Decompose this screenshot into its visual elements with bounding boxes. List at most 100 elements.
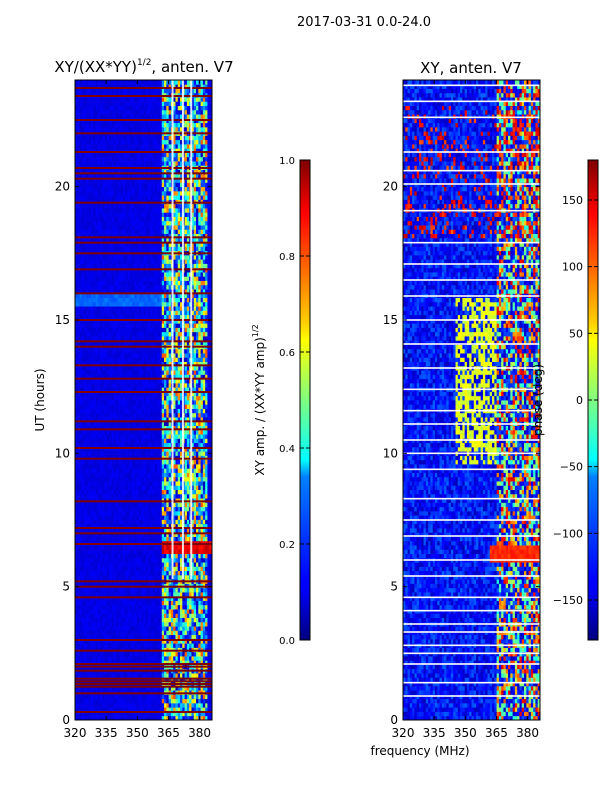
heatmap-cell xyxy=(100,391,103,397)
heatmap-cell xyxy=(75,630,78,636)
heatmap-cell xyxy=(93,553,96,559)
heatmap-cell xyxy=(175,459,179,465)
heatmap-cell xyxy=(168,600,172,606)
heatmap-cell xyxy=(173,557,176,563)
heatmap-cell xyxy=(207,596,211,601)
heatmap-cell xyxy=(116,634,119,640)
heatmap-cell xyxy=(127,404,131,409)
heatmap-cell xyxy=(180,656,183,661)
heatmap-cell xyxy=(75,378,78,384)
heatmap-cell xyxy=(161,417,165,422)
heatmap-cell xyxy=(125,553,128,559)
heatmap-cell xyxy=(180,425,183,431)
heatmap-cell xyxy=(175,604,179,610)
heatmap-cell xyxy=(81,656,85,661)
heatmap-cell xyxy=(168,596,172,601)
heatmap-cell xyxy=(143,502,147,508)
heatmap-cell xyxy=(113,451,117,456)
heatmap-cell xyxy=(207,468,211,473)
heatmap-cell xyxy=(120,604,124,610)
heatmap-cell xyxy=(191,528,195,533)
heatmap-cell xyxy=(109,707,112,712)
heatmap-cell xyxy=(152,536,156,542)
heatmap-cell xyxy=(93,596,96,601)
heatmap-cell xyxy=(166,566,170,572)
heatmap-cell xyxy=(186,536,190,542)
heatmap-cell xyxy=(84,596,87,601)
heatmap-cell xyxy=(136,425,140,431)
heatmap-cell xyxy=(175,446,179,452)
heatmap-cell xyxy=(109,476,112,482)
heatmap-cell xyxy=(202,702,206,708)
heatmap-cell xyxy=(152,464,156,469)
heatmap-cell xyxy=(116,493,119,499)
heatmap-cell xyxy=(209,694,213,700)
heatmap-cell xyxy=(173,621,176,627)
heatmap-cell xyxy=(138,621,142,627)
heatmap-cell xyxy=(125,493,128,499)
heatmap-cell xyxy=(120,502,124,508)
heatmap-cell xyxy=(109,685,112,691)
heatmap-cell xyxy=(152,387,156,392)
heatmap-cell xyxy=(200,562,204,567)
heatmap-cell xyxy=(148,600,151,606)
heatmap-cell xyxy=(86,502,90,508)
heatmap-cell xyxy=(75,395,78,401)
heatmap-cell xyxy=(100,476,103,482)
heatmap-cell xyxy=(95,365,99,371)
heatmap-cell xyxy=(129,421,133,426)
heatmap-cell xyxy=(132,673,135,678)
heatmap-cell xyxy=(79,651,83,657)
heatmap-cell xyxy=(168,557,172,563)
heatmap-cell xyxy=(125,634,128,640)
heatmap-cell xyxy=(193,592,197,597)
heatmap-cell xyxy=(122,651,126,657)
heatmap-cell xyxy=(141,489,144,495)
heatmap-cell xyxy=(207,715,211,721)
heatmap-cell xyxy=(134,472,138,478)
heatmap-cell xyxy=(111,412,115,418)
heatmap-cell xyxy=(132,412,135,418)
heatmap-cell xyxy=(173,370,176,375)
heatmap-cell xyxy=(205,638,208,644)
heatmap-cell xyxy=(202,510,206,516)
heatmap-cell xyxy=(116,417,119,422)
heatmap-cell xyxy=(150,446,154,452)
heatmap-cell xyxy=(150,404,154,409)
heatmap-cell xyxy=(97,378,101,384)
heatmap-cell xyxy=(157,621,160,627)
heatmap-cell xyxy=(132,587,135,593)
heatmap-cell xyxy=(136,562,140,567)
heatmap-cell xyxy=(134,489,138,495)
heatmap-cell xyxy=(129,468,133,473)
heatmap-cell xyxy=(79,510,83,516)
heatmap-cell xyxy=(150,673,154,678)
heatmap-cell xyxy=(75,442,78,448)
heatmap-cell xyxy=(111,391,115,397)
heatmap-cell xyxy=(154,532,158,537)
heatmap-cell xyxy=(148,404,151,409)
heatmap-cell xyxy=(111,574,115,580)
heatmap-cell xyxy=(84,464,87,469)
heatmap-cell xyxy=(205,596,208,601)
heatmap-cell xyxy=(182,630,185,636)
heatmap-cell xyxy=(202,382,206,388)
heatmap-cell xyxy=(81,412,85,418)
heatmap-cell xyxy=(81,715,85,721)
heatmap-cell xyxy=(145,400,149,405)
heatmap-cell xyxy=(148,536,151,542)
heatmap-cell xyxy=(122,510,126,516)
heatmap-cell xyxy=(79,395,83,401)
heatmap-cell xyxy=(106,600,110,606)
heatmap-cell xyxy=(111,365,115,371)
heatmap-cell xyxy=(159,365,163,371)
heatmap-cell xyxy=(177,707,181,712)
heatmap-cell xyxy=(180,378,183,384)
heatmap-cell xyxy=(127,600,131,606)
heatmap-cell xyxy=(95,485,99,490)
heatmap-cell xyxy=(79,596,83,601)
heatmap-cell xyxy=(132,711,135,717)
heatmap-cell xyxy=(84,651,87,657)
heatmap-cell xyxy=(79,361,83,367)
heatmap-cell xyxy=(88,489,92,495)
